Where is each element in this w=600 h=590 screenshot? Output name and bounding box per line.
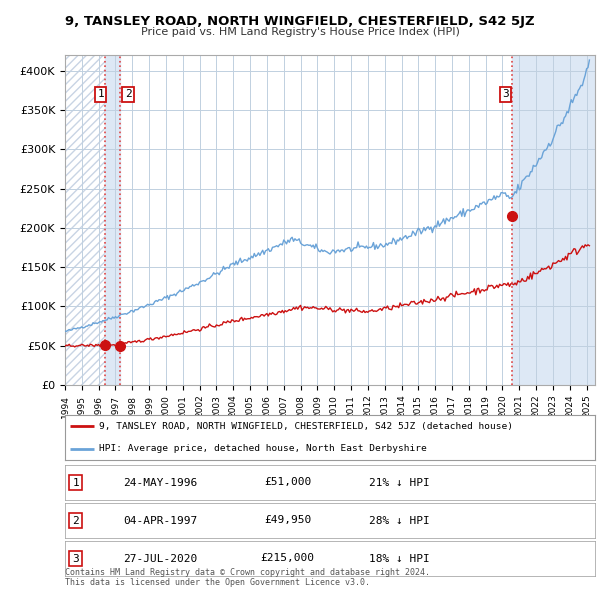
Text: Price paid vs. HM Land Registry's House Price Index (HPI): Price paid vs. HM Land Registry's House … [140,27,460,37]
Text: 24-MAY-1996: 24-MAY-1996 [123,477,197,487]
Text: 27-JUL-2020: 27-JUL-2020 [123,553,197,563]
Text: 3: 3 [72,553,79,563]
Text: £215,000: £215,000 [260,553,314,563]
Text: HPI: Average price, detached house, North East Derbyshire: HPI: Average price, detached house, Nort… [100,444,427,453]
Text: 9, TANSLEY ROAD, NORTH WINGFIELD, CHESTERFIELD, S42 5JZ: 9, TANSLEY ROAD, NORTH WINGFIELD, CHESTE… [65,15,535,28]
Text: 2: 2 [125,89,131,99]
Text: 1: 1 [97,89,104,99]
Text: 18% ↓ HPI: 18% ↓ HPI [368,553,429,563]
Bar [512,55,595,385]
Text: 1: 1 [72,477,79,487]
Text: 21% ↓ HPI: 21% ↓ HPI [368,477,429,487]
Text: 2: 2 [72,516,79,526]
Bar [105,55,119,385]
Bar [65,55,105,385]
Text: £51,000: £51,000 [264,477,311,487]
Text: 3: 3 [502,89,509,99]
Text: 28% ↓ HPI: 28% ↓ HPI [368,516,429,526]
Text: £49,950: £49,950 [264,516,311,526]
Text: 9, TANSLEY ROAD, NORTH WINGFIELD, CHESTERFIELD, S42 5JZ (detached house): 9, TANSLEY ROAD, NORTH WINGFIELD, CHESTE… [100,422,514,431]
Text: Contains HM Land Registry data © Crown copyright and database right 2024.
This d: Contains HM Land Registry data © Crown c… [65,568,430,587]
Text: 04-APR-1997: 04-APR-1997 [123,516,197,526]
